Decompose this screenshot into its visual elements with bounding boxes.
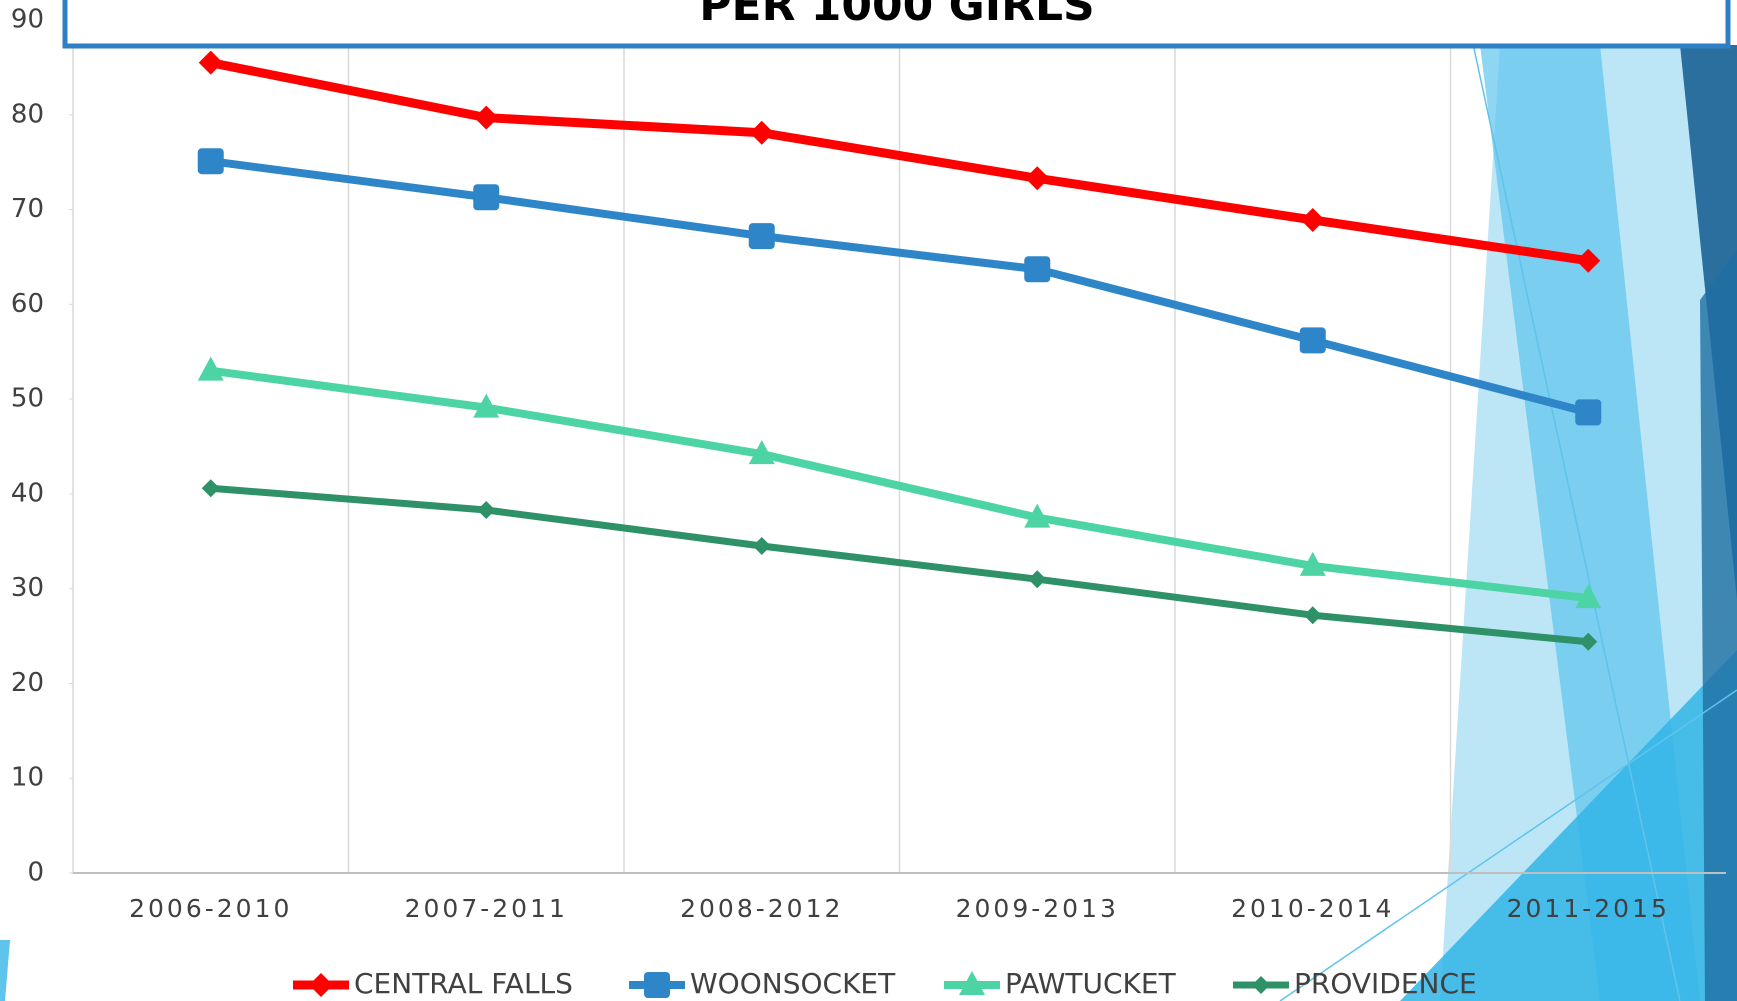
marker	[1303, 606, 1322, 625]
marker	[748, 223, 775, 250]
legend-label: WOONSOCKET	[690, 967, 896, 1000]
x-tick-label: 2010-2014	[1231, 894, 1394, 923]
y-tick-label: 10	[11, 763, 44, 793]
marker	[1579, 632, 1598, 651]
marker	[1575, 399, 1602, 426]
legend-label: PROVIDENCE	[1294, 967, 1477, 1000]
marker	[1028, 570, 1047, 589]
marker	[1025, 166, 1050, 191]
series-line	[210, 484, 1589, 646]
x-tick-label: 2006-2010	[129, 894, 292, 923]
marker	[474, 105, 499, 130]
chart-title: PER 1000 GIRLS	[699, 0, 1094, 31]
marker	[1299, 551, 1326, 576]
marker	[748, 440, 775, 465]
plot-area: 0 10 20 30 40 50 60 70 80 90 2006-2010 2007-2011 200…	[11, 5, 1726, 923]
marker	[201, 479, 220, 498]
series-line	[210, 157, 1590, 417]
marker	[477, 501, 496, 520]
marker	[752, 537, 771, 556]
title-box	[62, 0, 1731, 49]
legend-item: PROVIDENCE	[1233, 967, 1477, 1000]
y-tick-label: 40	[11, 478, 44, 508]
background-decoration	[0, 29, 1737, 1001]
marker	[749, 120, 774, 145]
marker	[473, 393, 500, 418]
marker	[1300, 207, 1325, 232]
y-tick-label: 60	[11, 289, 44, 319]
x-tick-label: 2007-2011	[405, 894, 568, 923]
marker	[197, 148, 224, 175]
marker	[1575, 584, 1602, 609]
legend-label: CENTRAL FALLS	[354, 967, 573, 1000]
series-line	[209, 58, 1589, 266]
y-tick-label: 20	[11, 668, 44, 698]
marker	[959, 971, 985, 995]
marker	[1024, 503, 1051, 528]
series-line	[210, 366, 1589, 603]
marker	[198, 50, 223, 75]
y-tick-label: 70	[11, 194, 44, 224]
marker	[644, 972, 670, 998]
legend-label: PAWTUCKET	[1005, 967, 1177, 1000]
marker	[1299, 327, 1326, 354]
x-tick-label: 2009-2013	[956, 894, 1119, 923]
y-tick-label: 0	[27, 858, 44, 888]
legend-item: CENTRAL FALLS	[293, 967, 573, 1000]
legend-item: WOONSOCKET	[629, 967, 896, 1000]
marker	[473, 184, 500, 211]
marker	[1576, 248, 1601, 273]
y-tick-label: 30	[11, 573, 44, 603]
x-tick-label: 2008-2012	[680, 894, 843, 923]
marker	[1252, 976, 1270, 994]
marker	[1024, 256, 1051, 283]
legend-item: PAWTUCKET	[944, 967, 1177, 1000]
y-tick-label: 50	[11, 384, 44, 414]
marker	[309, 973, 333, 997]
y-tick-label: 90	[11, 5, 44, 35]
x-tick-label: 2011-2015	[1507, 894, 1670, 923]
marker	[197, 356, 224, 381]
y-tick-label: 80	[11, 99, 44, 129]
